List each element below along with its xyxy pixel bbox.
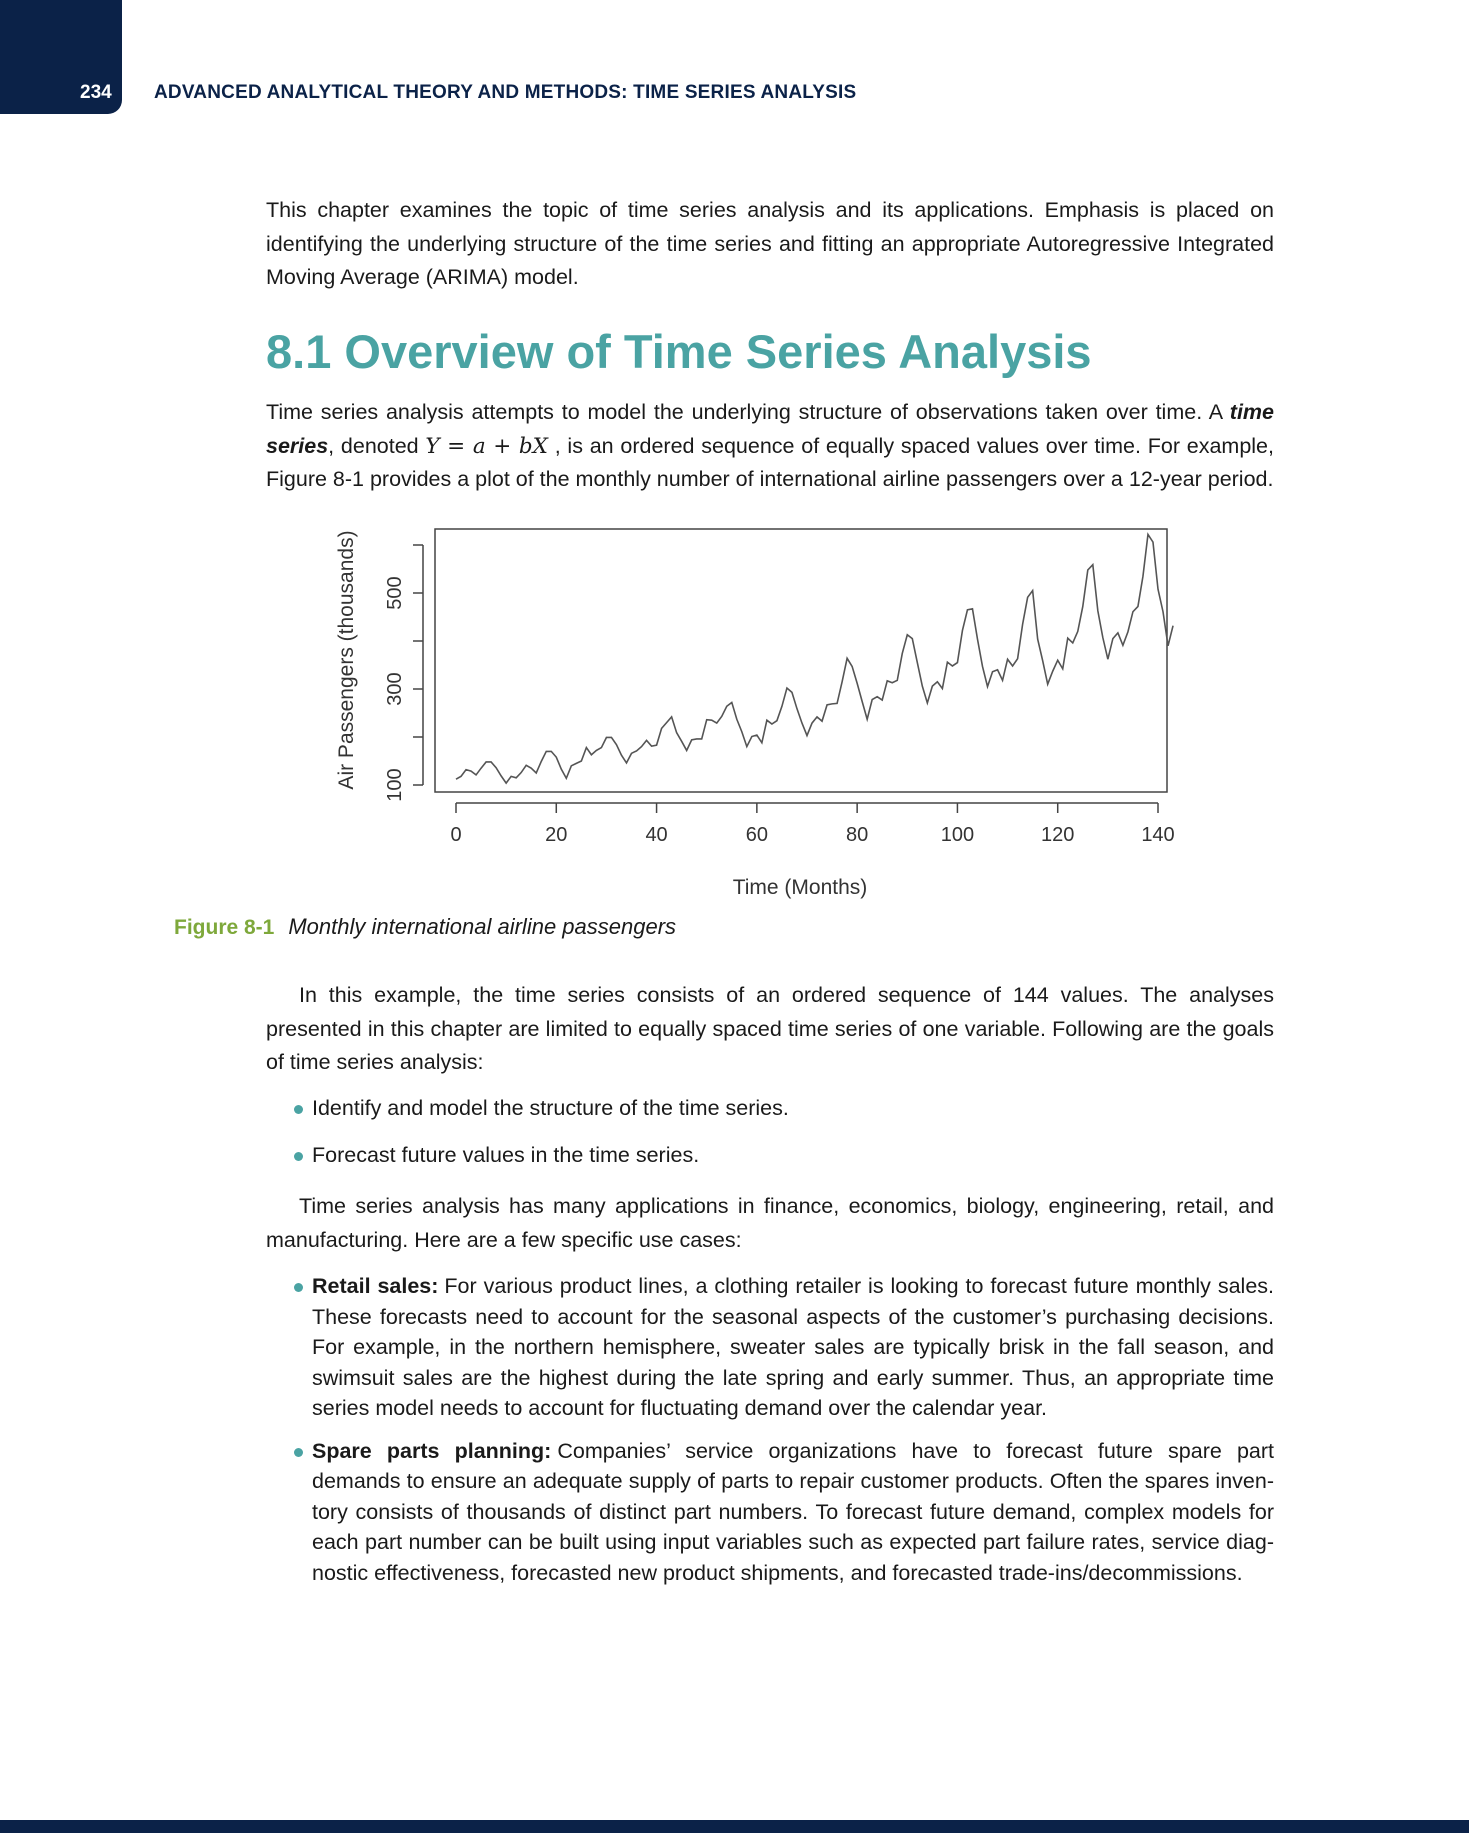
bullet-icon [294,1151,303,1161]
use-case-lead: Retail sales: [312,1274,439,1298]
y-tick-label: 100 [384,768,406,801]
example-paragraph: In this example, the time series consist… [266,983,1274,1074]
list-item: Forecast future values in the time serie… [292,1140,1274,1171]
formula: Y = a + bX [425,433,548,459]
goals-list: Identify and model the structure of the … [292,1093,1274,1186]
list-item: Spare parts planning: Companies’ service … [292,1436,1274,1589]
x-axis-label: Time (Months) [733,876,868,899]
bullet-icon [294,1447,303,1457]
goal-text: Identify and model the structure of the … [312,1096,789,1120]
use-case-lead: Spare parts planning: [312,1438,552,1463]
figure-label: Figure 8-1 [174,916,275,939]
plot-frame [434,528,1168,793]
bullet-icon [294,1283,303,1292]
y-tick-label: 300 [384,672,406,705]
x-tick-label: 140 [1141,824,1174,846]
passenger-series-line [455,532,1174,785]
use-case-text: For various product lines, a clothing re… [312,1274,1274,1420]
list-item: Retail sales: For various product lines, … [292,1271,1274,1424]
list-item: Identify and model the structure of the … [292,1093,1274,1124]
term-time-series: time series [266,400,1274,458]
figure-title: Monthly international airline passengers [288,914,677,939]
page-number: 234 [80,82,112,103]
y-tick-label: 500 [384,576,406,609]
section-heading: 8.1 Overview of Time Series Analysis [266,325,1092,378]
overview-text-c: , is an ordered sequence of equally spac… [266,433,1274,492]
figure-chart: 0 20 40 60 80 100 120 140 100 300 500 Time (Month… [320,515,1180,910]
bullet-icon [294,1105,303,1114]
x-tick-label: 40 [645,824,667,846]
y-axis: 100 300 500 [384,544,424,802]
applications-paragraph: Time series analysis has many applicatio… [266,1194,1274,1252]
x-tick-label: 0 [450,824,461,846]
bottom-bar [0,1820,1469,1833]
use-case-text: Companies’ service organizations have to… [312,1438,1274,1585]
intro-paragraph: This chapter examines the topic of time … [266,198,1274,289]
x-tick-label: 60 [746,824,768,846]
overview-text-b: , denoted [328,433,426,458]
x-tick-label: 100 [941,824,974,846]
use-cases-list: Retail sales: For various product lines, … [292,1271,1274,1600]
page-number-tab [0,0,122,114]
x-axis: 0 20 40 60 80 100 120 140 [450,802,1175,846]
x-tick-label: 120 [1041,824,1074,846]
y-axis-label: Air Passengers (thousands) [335,530,358,789]
figure-caption: Figure 8-1 Monthly international airline … [174,912,676,943]
x-tick-label: 20 [545,824,567,846]
x-tick-label: 80 [846,824,868,846]
goal-text: Forecast future values in the time serie… [312,1142,700,1167]
line-chart: 0 20 40 60 80 100 120 140 100 300 500 Time (Month… [335,528,1175,899]
overview-paragraph: Time series analysis attempts to model t… [266,396,1274,497]
overview-text-a: Time series analysis attempts to model t… [266,400,1230,424]
running-head: ADVANCED ANALYTICAL THEORY AND METHODS: … [154,82,857,103]
